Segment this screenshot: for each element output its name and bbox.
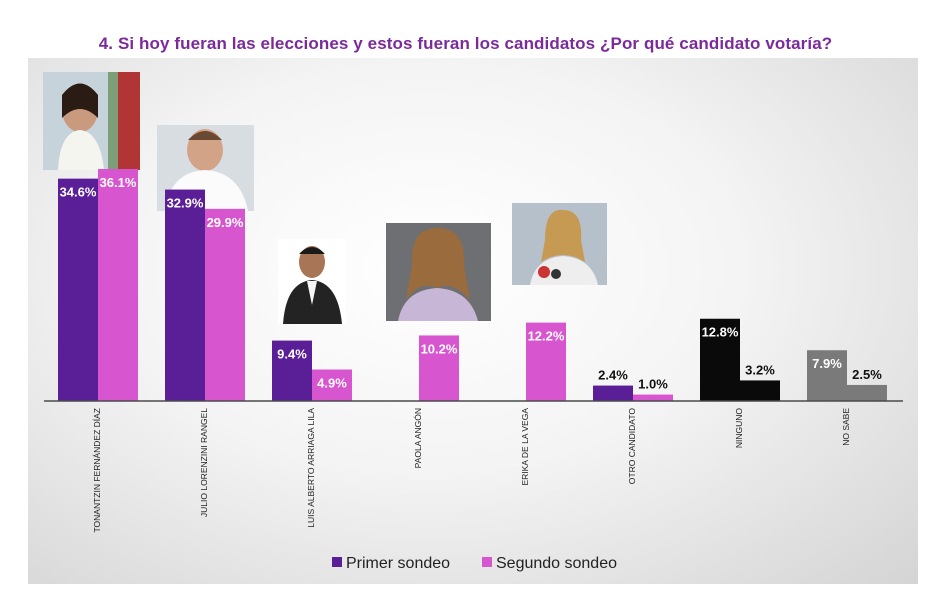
category-label-julio-lorenzini-rangel: JULIO LORENZINI RANGEL <box>199 408 209 517</box>
bar-erika-de-la-vega-segundo-sondeo <box>526 322 566 401</box>
photo-tonantzin <box>43 72 140 170</box>
value-label-tonantzin-fernandez-diaz-primer-sondeo: 34.6% <box>60 185 97 200</box>
bar-no-sabe-segundo-sondeo <box>847 384 887 401</box>
value-labels-layer: 34.6%36.1% 32.9%29.9% 9.4% 4.9% 10.2% 12.2% 2.… <box>60 175 883 392</box>
legend-swatch-primer <box>332 557 342 567</box>
legend-label-segundo: Segundo sondeo <box>496 555 617 572</box>
bar-tonantzin-fernandez-diaz-primer-sondeo <box>58 178 98 401</box>
bar-otro-candidato-segundo-sondeo <box>633 394 673 401</box>
photo-arriaga <box>278 239 346 324</box>
photo-delavega <box>512 203 607 285</box>
category-label-no-sabe: NO SABE <box>841 408 851 446</box>
category-label-ninguno: NINGUNO <box>734 408 744 449</box>
category-label-luis-alberto-arriaga-lila: LUIS ALBERTO ARRIAGA LILA <box>306 408 316 528</box>
value-label-otro-candidato-segundo-sondeo: 1.0% <box>638 377 668 392</box>
category-label-otro-candidato: OTRO CANDIDATO <box>627 408 637 485</box>
category-label-paola-angon: PAOLA ANGÓN <box>413 408 423 468</box>
bar-paola-angon-segundo-sondeo <box>419 335 459 401</box>
bar-ninguno-primer-sondeo <box>700 318 740 401</box>
value-label-luis-alberto-arriaga-lila-segundo-sondeo: 4.9% <box>317 376 347 391</box>
bars-layer <box>58 169 887 401</box>
bar-luis-alberto-arriaga-lila-primer-sondeo <box>272 340 312 401</box>
bar-no-sabe-primer-sondeo <box>807 350 847 401</box>
chart-title: 4. Si hoy fueran las elecciones y estos … <box>98 34 833 53</box>
value-label-julio-lorenzini-rangel-segundo-sondeo: 29.9% <box>207 215 244 230</box>
value-label-no-sabe-segundo-sondeo: 2.5% <box>852 367 882 382</box>
legend: Primer sondeo Segundo sondeo <box>332 555 617 572</box>
value-label-no-sabe-primer-sondeo: 7.9% <box>812 356 842 371</box>
value-label-ninguno-segundo-sondeo: 3.2% <box>745 362 775 377</box>
category-label-erika-de-la-vega: ERIKA DE LA VEGA <box>520 408 530 486</box>
bar-luis-alberto-arriaga-lila-segundo-sondeo <box>312 369 352 401</box>
bar-julio-lorenzini-rangel-primer-sondeo <box>165 189 205 401</box>
value-label-paola-angon-segundo-sondeo: 10.2% <box>421 341 458 356</box>
category-label-tonantzin-fernandez-diaz: TONANTZIN FERNÁNDEZ DÍAZ <box>92 408 102 533</box>
value-label-julio-lorenzini-rangel-primer-sondeo: 32.9% <box>167 196 204 211</box>
photo-angon <box>386 223 491 321</box>
legend-swatch-segundo <box>482 557 492 567</box>
value-label-luis-alberto-arriaga-lila-primer-sondeo: 9.4% <box>277 347 307 362</box>
legend-label-primer: Primer sondeo <box>346 555 450 572</box>
bar-tonantzin-fernandez-diaz-segundo-sondeo <box>98 169 138 401</box>
value-label-ninguno-primer-sondeo: 12.8% <box>702 325 739 340</box>
bar-otro-candidato-primer-sondeo <box>593 385 633 401</box>
category-labels-layer: TONANTZIN FERNÁNDEZ DÍAZ JULIO LORENZINI … <box>92 408 851 533</box>
bar-ninguno-segundo-sondeo <box>740 380 780 401</box>
value-label-erika-de-la-vega-segundo-sondeo: 12.2% <box>528 329 565 344</box>
value-label-otro-candidato-primer-sondeo: 2.4% <box>598 368 628 383</box>
bar-julio-lorenzini-rangel-segundo-sondeo <box>205 208 245 401</box>
value-label-tonantzin-fernandez-diaz-segundo-sondeo: 36.1% <box>100 175 137 190</box>
